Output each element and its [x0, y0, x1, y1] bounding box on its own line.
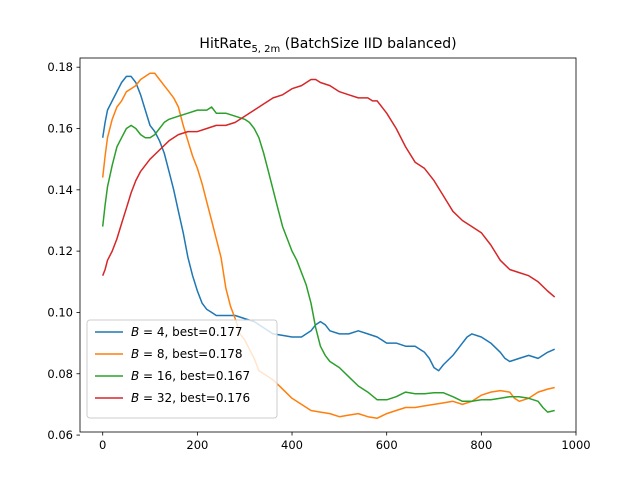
y-tick-label: 0.08 — [47, 367, 73, 381]
chart-title-rest: (BatchSize IID balanced) — [280, 36, 456, 52]
legend-label-0: B = 4, best=0.177 — [131, 325, 243, 339]
x-tick-label: 1000 — [561, 438, 590, 452]
plot-frame — [79, 57, 577, 433]
x-tick-label: 0 — [99, 438, 106, 452]
series-line-0 — [101, 75, 556, 372]
y-tick-label: 0.16 — [47, 122, 73, 136]
series-line-2 — [101, 106, 555, 413]
chart-title-subscript: 5, 2m — [251, 44, 280, 55]
legend-box — [86, 319, 278, 419]
legend-label-text: = 16, best=0.167 — [139, 369, 250, 383]
legend-label-3: B = 32, best=0.176 — [131, 391, 250, 405]
x-tick-label: 800 — [470, 438, 492, 452]
y-tick-label: 0.06 — [47, 428, 73, 442]
y-tick-label: 0.18 — [47, 60, 73, 74]
legend-label-text: = 8, best=0.178 — [139, 347, 242, 361]
y-tick-label: 0.10 — [47, 305, 73, 319]
chart-title-main: HitRate — [199, 36, 251, 52]
legend-label-1: B = 8, best=0.178 — [131, 347, 243, 361]
x-tick-label: 200 — [186, 438, 208, 452]
legend-label-text: = 4, best=0.177 — [139, 325, 242, 339]
chart-title: HitRate5, 2m (BatchSize IID balanced) — [199, 36, 456, 55]
legend-label-text: = 32, best=0.176 — [139, 391, 250, 405]
y-tick-label: 0.14 — [47, 183, 73, 197]
y-tick-label: 0.12 — [47, 244, 73, 258]
x-tick-label: 400 — [281, 438, 303, 452]
legend-label-2: B = 16, best=0.167 — [131, 369, 250, 383]
legend-label-variable: B — [131, 391, 139, 405]
legend-label-variable: B — [131, 347, 139, 361]
legend-label-variable: B — [131, 325, 139, 339]
series-line-3 — [102, 78, 556, 298]
legend-label-variable: B — [131, 369, 139, 383]
axes: 0 200 400 600 800 1000 0.06 0.08 0.10 0.12 0.14 0.1… — [47, 57, 591, 452]
x-tick-label: 600 — [376, 438, 398, 452]
